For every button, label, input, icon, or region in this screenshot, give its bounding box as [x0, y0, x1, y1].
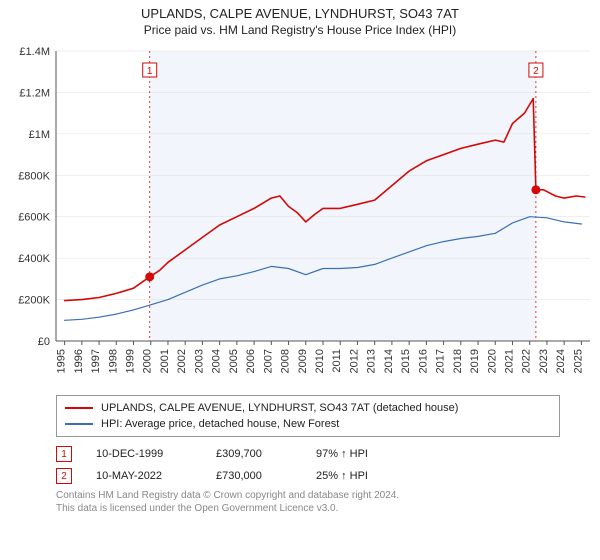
ytick-label: £0: [38, 336, 50, 348]
xtick-label: 2002: [176, 349, 188, 373]
xtick-label: 2006: [245, 349, 257, 373]
legend-box: UPLANDS, CALPE AVENUE, LYNDHURST, SO43 7…: [56, 395, 560, 437]
xtick-label: 2010: [314, 349, 326, 373]
xtick-label: 1996: [73, 349, 85, 373]
ytick-label: £600K: [18, 212, 50, 224]
xtick-label: 2003: [193, 349, 205, 373]
xtick-label: 2020: [486, 349, 498, 373]
footer-attribution: Contains HM Land Registry data © Crown c…: [56, 489, 560, 515]
ytick-label: £1.2M: [19, 87, 50, 99]
tx-marker: 1: [56, 446, 72, 462]
legend-label: UPLANDS, CALPE AVENUE, LYNDHURST, SO43 7…: [101, 402, 458, 414]
xtick-label: 2001: [159, 349, 171, 373]
legend-swatch: [65, 407, 93, 409]
xtick-label: 2025: [572, 349, 584, 373]
xtick-label: 2021: [503, 349, 515, 373]
chart-area: £0 £200K £400K £600K £800K £1M £1.2M £1.4M 1995 1…: [0, 41, 600, 391]
xtick-label: 2009: [297, 349, 309, 373]
xtick-label: 2005: [228, 349, 240, 373]
title-main: UPLANDS, CALPE AVENUE, LYNDHURST, SO43 7…: [0, 6, 600, 21]
shade-band: [150, 51, 536, 341]
xtick-label: 1997: [90, 349, 102, 373]
legend-row: UPLANDS, CALPE AVENUE, LYNDHURST, SO43 7…: [65, 400, 551, 416]
flag-label: 2: [533, 66, 539, 77]
tx-marker-dot: [532, 186, 540, 194]
ytick-label: £800K: [18, 170, 50, 182]
xtick-label: 2023: [538, 349, 550, 373]
tx-marker: 2: [56, 468, 72, 484]
ytick-label: £1.4M: [19, 46, 50, 58]
chart-container: UPLANDS, CALPE AVENUE, LYNDHURST, SO43 7…: [0, 0, 600, 515]
xtick-label: 2016: [417, 349, 429, 373]
xtick-label: 2022: [521, 349, 533, 373]
ytick-label: £1M: [29, 129, 50, 141]
xtick-label: 2018: [452, 349, 464, 373]
tx-delta: 25% ↑ HPI: [316, 470, 436, 482]
tx-date: 10-DEC-1999: [96, 448, 216, 460]
footer-line-1: Contains HM Land Registry data © Crown c…: [56, 489, 560, 502]
xtick-label: 1998: [107, 349, 119, 373]
tx-price: £309,700: [216, 448, 316, 460]
tx-row: 1 10-DEC-1999£309,70097% ↑ HPI: [56, 443, 560, 465]
tx-date: 10-MAY-2022: [96, 470, 216, 482]
title-block: UPLANDS, CALPE AVENUE, LYNDHURST, SO43 7…: [0, 0, 600, 41]
xtick-label: 2013: [366, 349, 378, 373]
xtick-label: 2015: [400, 349, 412, 373]
xtick-label: 2014: [383, 349, 395, 373]
legend-row: HPI: Average price, detached house, New …: [65, 416, 551, 432]
xtick-label: 2012: [348, 349, 360, 373]
tx-price: £730,000: [216, 470, 316, 482]
ytick-label: £200K: [18, 295, 50, 307]
xtick-label: 2004: [211, 349, 223, 373]
legend-label: HPI: Average price, detached house, New …: [101, 418, 339, 430]
title-sub: Price paid vs. HM Land Registry's House …: [0, 23, 600, 37]
xtick-label: 1999: [125, 349, 137, 373]
xtick-label: 1995: [56, 349, 68, 373]
xtick-label: 2017: [435, 349, 447, 373]
ytick-label: £400K: [18, 253, 50, 265]
xtick-label: 2024: [555, 349, 567, 373]
tx-row: 2 10-MAY-2022£730,00025% ↑ HPI: [56, 465, 560, 487]
xtick-label: 2000: [142, 349, 154, 373]
tx-marker-dot: [146, 273, 154, 281]
xtick-label: 2011: [331, 349, 343, 373]
footer-line-2: This data is licensed under the Open Gov…: [56, 502, 560, 515]
tx-delta: 97% ↑ HPI: [316, 448, 436, 460]
transactions-table: 1 10-DEC-1999£309,70097% ↑ HPI 2 10-MAY-202…: [56, 443, 560, 487]
legend-swatch: [65, 423, 93, 425]
xtick-label: 2007: [262, 349, 274, 373]
xtick-label: 2008: [280, 349, 292, 373]
chart-svg: £0 £200K £400K £600K £800K £1M £1.2M £1.4M 1995 1…: [0, 41, 600, 391]
xtick-label: 2019: [469, 349, 481, 373]
flag-label: 1: [147, 66, 153, 77]
